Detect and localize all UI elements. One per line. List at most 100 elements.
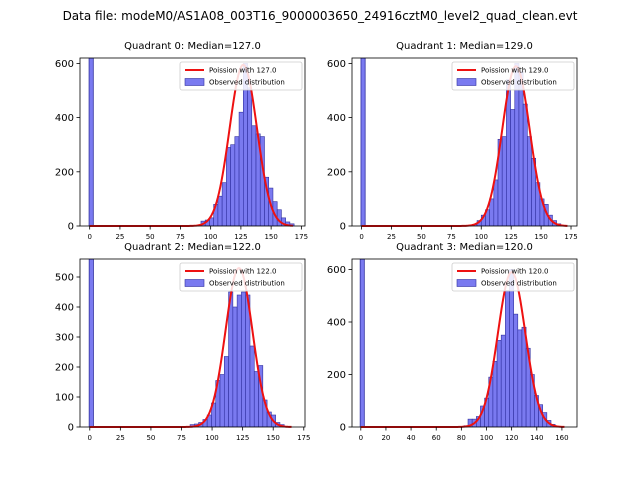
legend-label-curve: Poission with 120.0 bbox=[481, 268, 549, 276]
histogram-bar bbox=[513, 313, 519, 427]
legend-bar-swatch bbox=[456, 78, 477, 86]
histogram-bar bbox=[247, 87, 253, 226]
legend: Poission with 129.0 Observed distribution bbox=[451, 61, 575, 91]
y-tick-label: 0 bbox=[340, 423, 346, 434]
y-tick-label: 400 bbox=[55, 113, 74, 124]
legend-label-curve: Poission with 122.0 bbox=[209, 268, 277, 276]
quadrant-1-chart: 0 200 400 600 0 25 50 75 100 125 150 175 Quadrant 1:… bbox=[327, 41, 578, 241]
x-tick-label: 100 bbox=[205, 434, 218, 442]
x-tick-label: 175 bbox=[564, 233, 577, 241]
quadrant-0-chart: 0 200 400 600 0 25 50 75 100 125 150 175 Quadrant 0:… bbox=[55, 41, 308, 241]
legend-box bbox=[179, 61, 303, 91]
histogram-bar-zero bbox=[88, 58, 94, 226]
y-tick-label: 500 bbox=[55, 273, 74, 284]
y-tick-label: 400 bbox=[55, 303, 74, 314]
x-tick-label: 25 bbox=[387, 233, 396, 241]
axes-frame bbox=[351, 57, 578, 227]
y-tick-label: 100 bbox=[55, 393, 74, 404]
x-tick-label: 150 bbox=[264, 233, 277, 241]
quadrant-title: Quadrant 2: Median=122.0 bbox=[124, 242, 261, 253]
x-tick-label: 0 bbox=[359, 233, 363, 241]
y-tick-label: 400 bbox=[327, 318, 346, 329]
histogram-bar bbox=[241, 291, 246, 427]
x-tick-label: 175 bbox=[295, 233, 308, 241]
x-tick-label: 100 bbox=[480, 434, 493, 442]
x-tick-label: 0 bbox=[88, 434, 92, 442]
x-tick-label: 175 bbox=[297, 434, 310, 442]
histogram-bar bbox=[493, 179, 499, 226]
histogram-bar bbox=[489, 198, 495, 226]
x-tick-label: 40 bbox=[407, 434, 416, 442]
histogram-bar bbox=[496, 340, 502, 427]
x-tick-label: 160 bbox=[555, 434, 568, 442]
histogram-bar bbox=[236, 294, 242, 427]
x-tick-label: 0 bbox=[87, 233, 91, 241]
x-tick-label: 150 bbox=[534, 233, 547, 241]
legend-box bbox=[451, 61, 575, 91]
legend-bar-swatch bbox=[456, 279, 477, 287]
y-tick-label: 200 bbox=[55, 363, 74, 374]
axes-frame bbox=[79, 258, 306, 428]
x-tick-label: 75 bbox=[176, 233, 185, 241]
x-tick-label: 150 bbox=[267, 434, 280, 442]
histogram-bar-zero bbox=[360, 58, 366, 226]
histogram-bar bbox=[522, 103, 528, 226]
histogram-bar bbox=[500, 334, 506, 427]
axes-frame bbox=[79, 57, 306, 227]
histogram-bar bbox=[251, 125, 257, 226]
quadrant-title: Quadrant 3: Median=120.0 bbox=[396, 242, 533, 253]
histogram-bar bbox=[221, 182, 227, 226]
histogram-bar-zero bbox=[359, 259, 365, 427]
x-tick-label: 100 bbox=[475, 233, 488, 241]
x-tick-label: 75 bbox=[177, 434, 186, 442]
legend-box bbox=[179, 262, 303, 292]
y-tick-label: 600 bbox=[55, 59, 74, 70]
histogram-bar bbox=[510, 109, 516, 226]
x-tick-label: 125 bbox=[504, 233, 517, 241]
histogram-bar bbox=[219, 374, 225, 427]
x-tick-label: 120 bbox=[505, 434, 518, 442]
x-tick-label: 140 bbox=[530, 434, 543, 442]
histogram-bar bbox=[249, 345, 255, 427]
quadrant-title: Quadrant 0: Median=127.0 bbox=[124, 41, 261, 52]
histogram-bar bbox=[518, 71, 524, 226]
y-tick-label: 200 bbox=[327, 370, 346, 381]
y-tick-label: 200 bbox=[327, 167, 346, 178]
histogram-bar bbox=[509, 269, 514, 427]
legend-bar-swatch bbox=[184, 78, 205, 86]
legend-bar-swatch bbox=[184, 279, 205, 287]
histogram-bar bbox=[228, 291, 234, 427]
legend-label-curve: Poission with 129.0 bbox=[481, 67, 549, 75]
histogram-bar bbox=[517, 329, 523, 427]
quadrant-3-chart: 0 200 400 600 0 20 40 60 80 100 120 140 160 Quadrant … bbox=[327, 242, 578, 442]
quadrant-title: Quadrant 1: Median=129.0 bbox=[396, 41, 533, 52]
y-tick-label: 200 bbox=[55, 167, 74, 178]
x-tick-label: 0 bbox=[359, 434, 363, 442]
x-tick-label: 125 bbox=[236, 434, 249, 442]
histogram-bar bbox=[501, 136, 507, 226]
x-tick-label: 20 bbox=[381, 434, 390, 442]
legend-label-bars: Observed distribution bbox=[481, 280, 557, 288]
histogram-bar bbox=[521, 326, 527, 427]
histogram-bar bbox=[238, 111, 244, 226]
x-tick-label: 25 bbox=[115, 233, 124, 241]
histogram-bar bbox=[527, 136, 532, 226]
x-tick-label: 50 bbox=[146, 434, 155, 442]
histogram-bar bbox=[492, 361, 498, 427]
histogram-bar bbox=[232, 306, 238, 427]
x-tick-label: 125 bbox=[234, 233, 247, 241]
histogram-bar bbox=[234, 136, 240, 226]
axes-frame bbox=[351, 258, 578, 428]
x-tick-label: 25 bbox=[116, 434, 125, 442]
legend: Poission with 127.0 Observed distribution bbox=[179, 61, 303, 91]
y-tick-label: 600 bbox=[327, 59, 346, 70]
y-tick-label: 0 bbox=[68, 222, 74, 233]
histogram-bar bbox=[223, 356, 229, 427]
legend-label-bars: Observed distribution bbox=[209, 79, 285, 87]
legend-label-curve: Poission with 127.0 bbox=[209, 67, 277, 75]
x-tick-label: 75 bbox=[447, 233, 456, 241]
legend-label-bars: Observed distribution bbox=[209, 280, 285, 288]
legend: Poission with 122.0 Observed distribution bbox=[179, 262, 303, 292]
